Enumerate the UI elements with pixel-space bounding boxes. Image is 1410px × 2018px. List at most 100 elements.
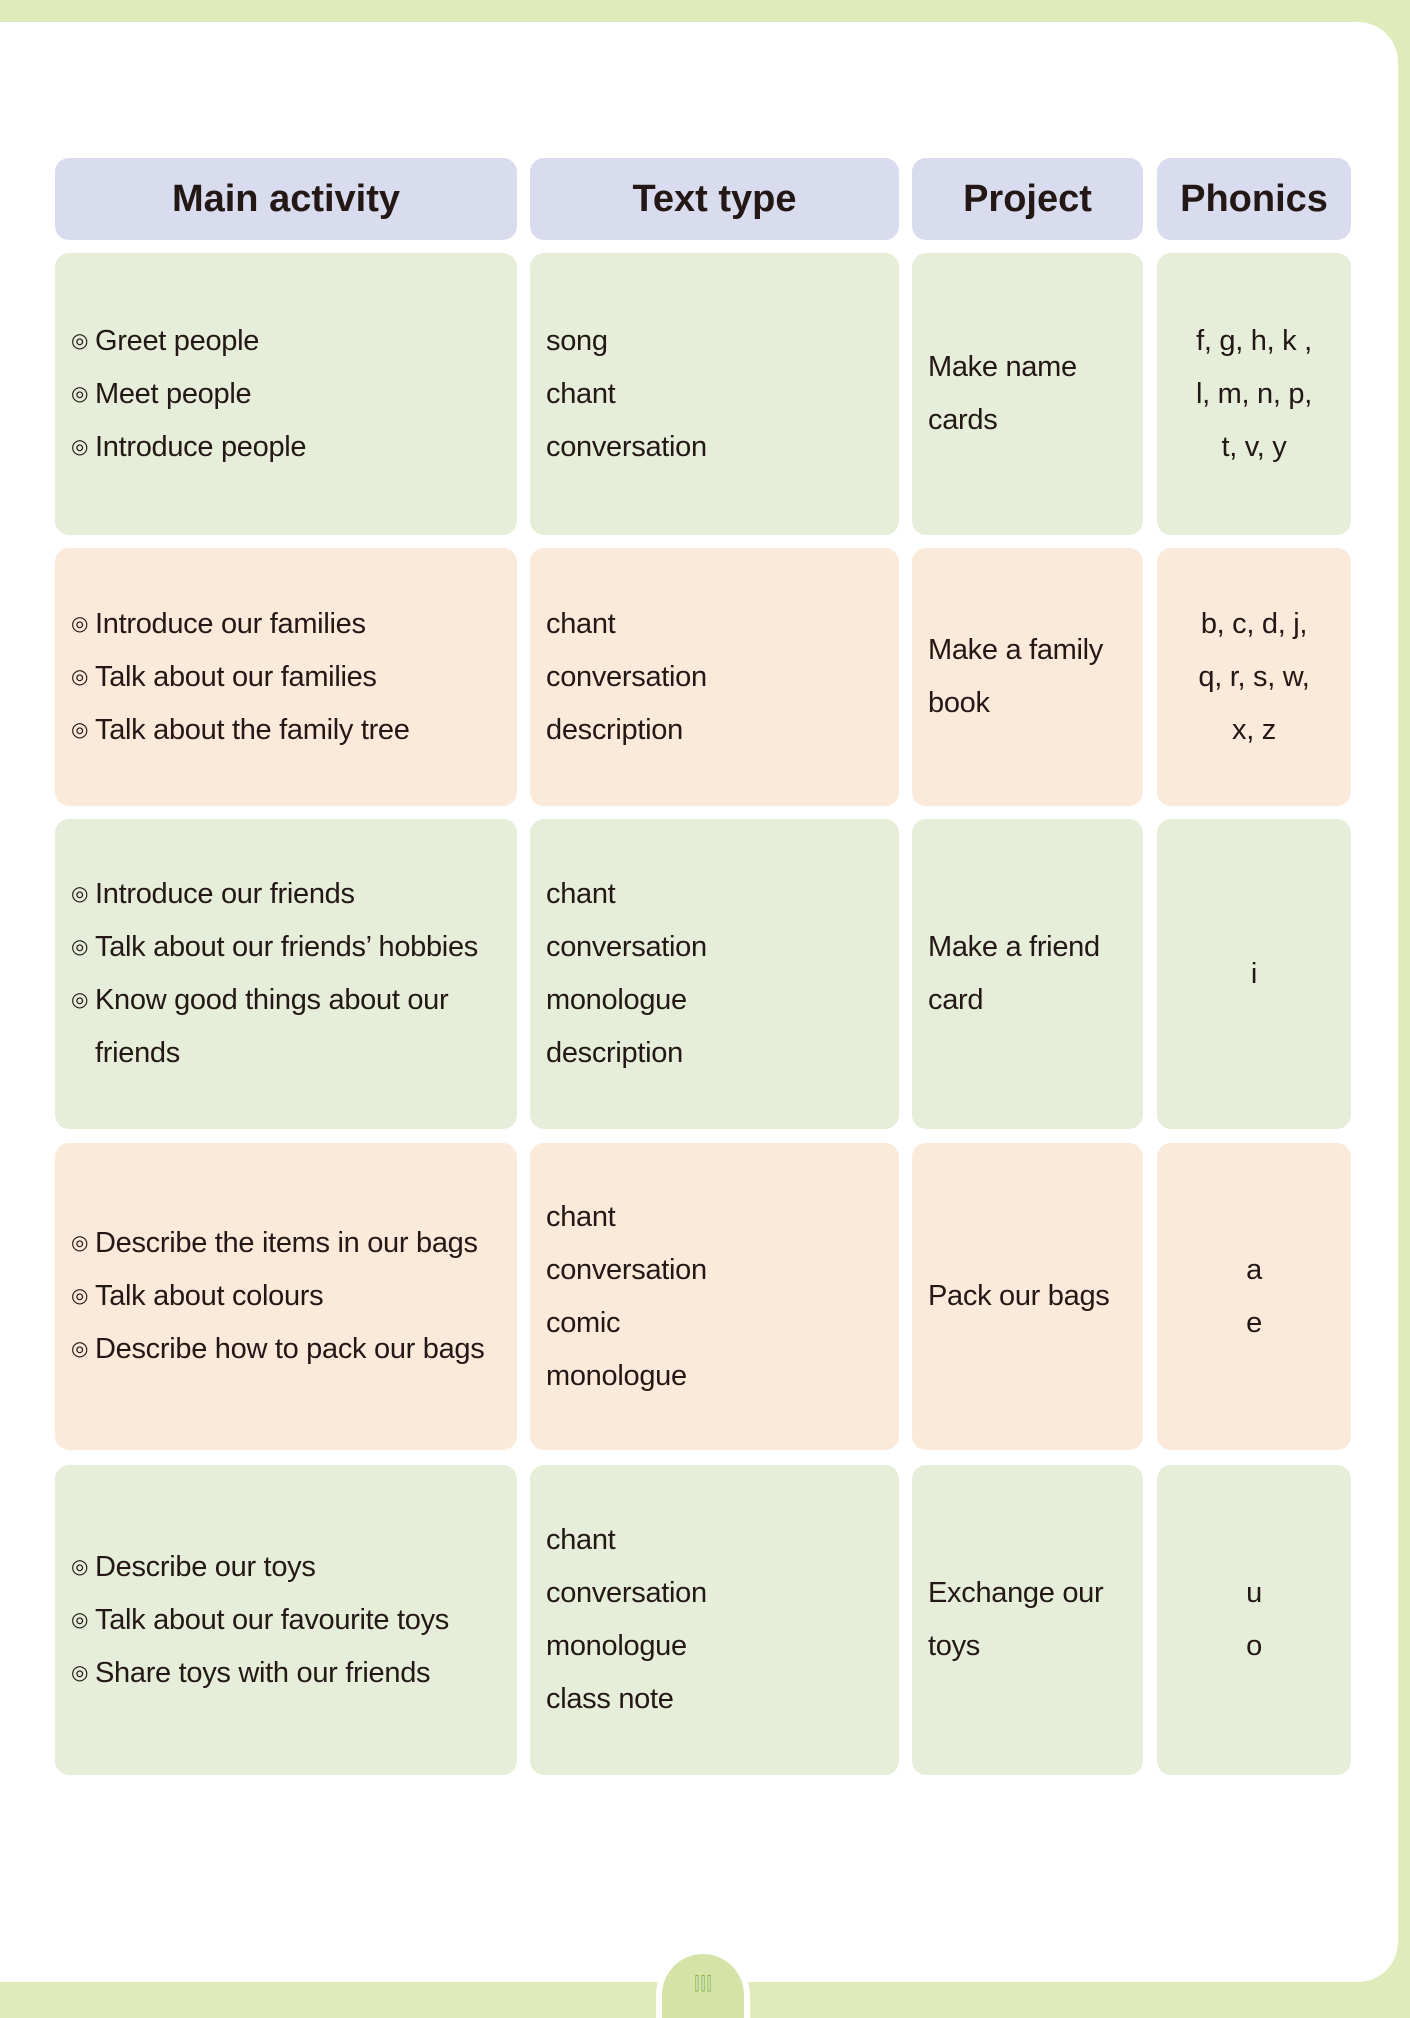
- activity-text: Talk about our families: [95, 660, 377, 693]
- project-text: Make a family book: [928, 634, 1103, 719]
- text-type-cell: chant conversation comic monologue: [530, 1143, 899, 1450]
- main-activity-cell: ◎ Introduce our families ◎ Talk about our f…: [55, 548, 517, 806]
- phonics-line: q, r, s, w,: [1198, 660, 1310, 693]
- activity-item: ◎ Introduce people: [71, 421, 505, 474]
- text-type-item: chant: [546, 607, 616, 640]
- text-type-cell: song chant conversation: [530, 253, 899, 535]
- text-type-cell: chant conversation monologue description: [530, 819, 899, 1129]
- bullet-icon: ◎: [71, 382, 89, 405]
- project-text: Make name cards: [928, 351, 1077, 436]
- header-text-type: Text type: [530, 158, 899, 240]
- bullet-icon: ◎: [71, 1661, 89, 1684]
- activity-item: ◎ Introduce our families: [71, 598, 505, 651]
- text-type-item: conversation: [546, 1253, 707, 1286]
- bullet-icon: ◎: [71, 665, 89, 688]
- main-activity-cell: ◎ Describe the items in our bags ◎ Talk abo…: [55, 1143, 517, 1450]
- activity-text: Know good things about our friends: [95, 984, 449, 1069]
- main-activity-cell: ◎ Describe our toys ◎ Talk about our favour…: [55, 1465, 517, 1775]
- bullet-icon: ◎: [71, 1285, 89, 1307]
- header-main-activity-label: Main activity: [171, 177, 401, 220]
- activity-item: ◎ Talk about our families: [71, 651, 505, 704]
- header-main-activity: Main activity: [55, 158, 517, 240]
- text-type-item: description: [546, 1037, 683, 1069]
- activity-text: Talk about our friends’ hobbies: [95, 931, 478, 963]
- phonics-cell: f, g, h, k , l, m, n, p, t, v, y: [1157, 253, 1351, 535]
- activity-item: ◎ Talk about our favourite toys: [71, 1594, 505, 1647]
- bullet-icon: ◎: [71, 1608, 89, 1631]
- activity-text: Describe the items in our bags: [95, 1227, 478, 1259]
- bullet-icon: ◎: [71, 718, 89, 741]
- activity-item: ◎ Describe our toys: [71, 1541, 505, 1594]
- phonics-line: l, m, n, p,: [1196, 377, 1312, 410]
- text-type-item: conversation: [546, 660, 707, 693]
- text-type-cell: chant conversation monologue class note: [530, 1465, 899, 1775]
- header-project-label: Project: [963, 177, 1092, 220]
- activity-text: Talk about the family tree: [95, 713, 410, 746]
- activity-text: Describe how to pack our bags: [95, 1333, 485, 1365]
- header-text-type-label: Text type: [632, 177, 797, 220]
- phonics-line: o: [1246, 1630, 1262, 1662]
- activity-text: Talk about colours: [95, 1280, 324, 1312]
- activity-text: Talk about our favourite toys: [95, 1603, 449, 1636]
- activity-text: Describe our toys: [95, 1550, 316, 1583]
- phonics-line: a: [1246, 1253, 1262, 1286]
- activity-item: ◎ Greet people: [71, 315, 505, 368]
- header-project: Project: [912, 158, 1143, 240]
- text-type-item: song: [546, 324, 608, 357]
- text-type-item: chant: [546, 878, 616, 910]
- project-cell: Make name cards: [912, 253, 1143, 535]
- activity-item: ◎ Describe how to pack our bags: [71, 1323, 505, 1376]
- text-type-item: conversation: [546, 430, 707, 463]
- text-type-item: chant: [546, 1524, 616, 1556]
- bullet-icon: ◎: [71, 989, 89, 1011]
- phonics-line: i: [1250, 957, 1258, 990]
- bullet-icon: ◎: [71, 1232, 89, 1254]
- project-cell: Pack our bags: [912, 1143, 1143, 1450]
- activity-text: Greet people: [95, 324, 260, 357]
- phonics-line: u: [1246, 1577, 1262, 1609]
- phonics-line: f, g, h, k ,: [1196, 324, 1312, 357]
- activity-item: ◎ Talk about colours: [71, 1270, 505, 1323]
- main-activity-cell: ◎ Greet people ◎ Meet people ◎ Introduce peop…: [55, 253, 517, 535]
- project-cell: Exchange our toys: [912, 1465, 1143, 1775]
- text-type-item: description: [546, 713, 683, 746]
- project-text: Make a friend card: [928, 931, 1100, 1016]
- text-type-item: monologue: [546, 1630, 687, 1662]
- bullet-icon: ◎: [71, 612, 89, 635]
- project-text: Pack our bags: [928, 1280, 1110, 1312]
- activity-text: Introduce our families: [95, 607, 366, 640]
- text-type-item: class note: [546, 1683, 674, 1715]
- text-type-item: comic: [546, 1306, 621, 1339]
- project-cell: Make a friend card: [912, 819, 1143, 1129]
- activity-text: Meet people: [95, 377, 252, 410]
- bullet-icon: ◎: [71, 883, 89, 905]
- activity-item: ◎ Share toys with our friends: [71, 1647, 505, 1700]
- text-type-item: chant: [546, 1200, 616, 1233]
- text-type-item: conversation: [546, 1577, 707, 1609]
- activity-text: Share toys with our friends: [95, 1656, 431, 1689]
- activity-item: ◎ Know good things about our friends: [71, 974, 505, 1080]
- header-phonics: Phonics: [1157, 158, 1351, 240]
- main-activity-cell: ◎ Introduce our friends ◎ Talk about our fr…: [55, 819, 517, 1129]
- project-cell: Make a family book: [912, 548, 1143, 806]
- activity-item: ◎ Talk about the family tree: [71, 704, 505, 757]
- phonics-cell: i: [1157, 819, 1351, 1129]
- text-type-item: conversation: [546, 931, 707, 963]
- text-type-item: monologue: [546, 1359, 687, 1392]
- activity-item: ◎ Talk about our friends’ hobbies: [71, 921, 505, 974]
- text-type-item: monologue: [546, 984, 687, 1016]
- text-type-cell: chant conversation description: [530, 548, 899, 806]
- bullet-icon: ◎: [71, 936, 89, 958]
- phonics-cell: b, c, d, j, q, r, s, w, x, z: [1157, 548, 1351, 806]
- activity-item: ◎ Meet people: [71, 368, 505, 421]
- phonics-line: b, c, d, j,: [1200, 607, 1308, 640]
- text-type-item: chant: [546, 377, 616, 410]
- bullet-icon: ◎: [71, 435, 89, 458]
- phonics-line: t, v, y: [1221, 430, 1287, 463]
- phonics-line: e: [1246, 1306, 1262, 1339]
- bullet-icon: ◎: [71, 329, 89, 352]
- phonics-line: x, z: [1232, 713, 1276, 746]
- activity-item: ◎ Introduce our friends: [71, 868, 505, 921]
